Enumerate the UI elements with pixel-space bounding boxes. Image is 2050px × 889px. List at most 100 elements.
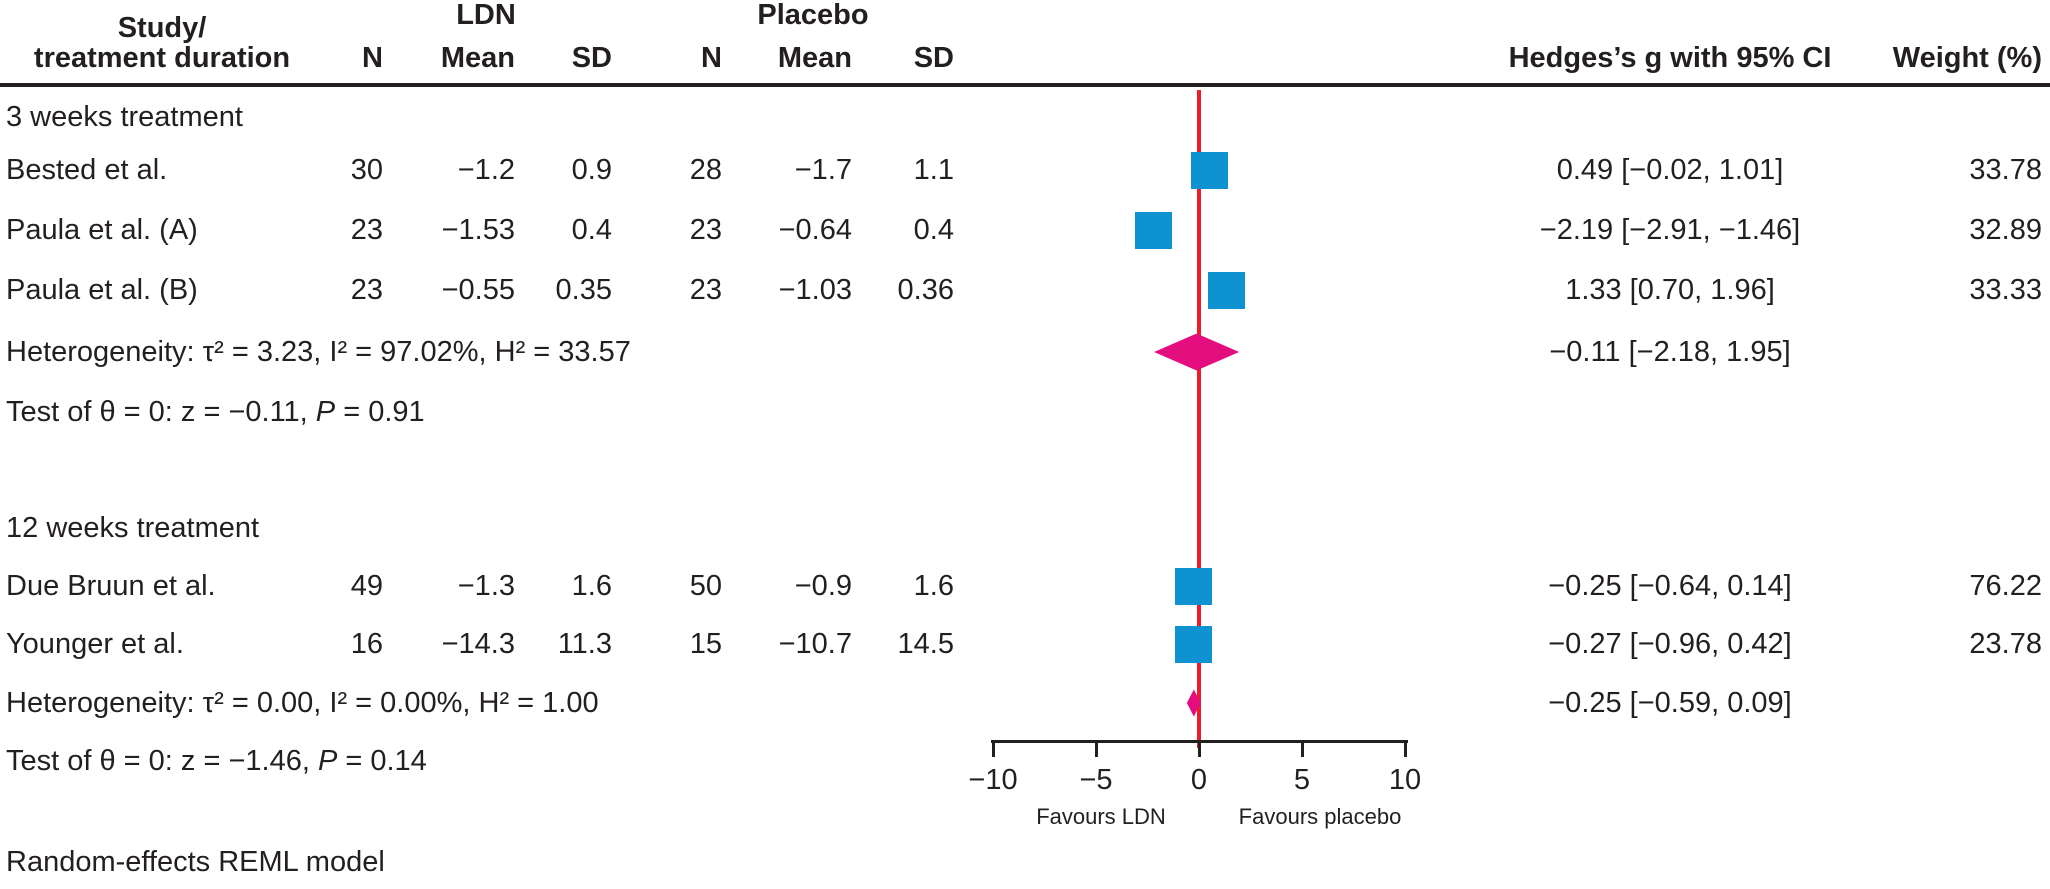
- ldn-mean: −0.55: [441, 274, 515, 306]
- heterogeneity-row: Heterogeneity: τ² = 3.23, I² = 97.02%, H…: [0, 332, 2050, 372]
- pooled-effect-ci: −0.11 [−2.18, 1.95]: [1549, 336, 1791, 368]
- weight-value: 33.33: [1969, 274, 2042, 306]
- group-header-placebo: Placebo: [757, 0, 869, 31]
- axis-tick: [1403, 741, 1407, 757]
- placebo-mean: −0.64: [778, 214, 852, 246]
- effect-size-ci: −0.27 [−0.96, 0.42]: [1548, 628, 1792, 660]
- pooled-effect-ci: −0.25 [−0.59, 0.09]: [1548, 687, 1792, 719]
- test-text-prefix: Test of θ = 0: z = −1.46,: [6, 745, 318, 777]
- table-row: Paula et al. (B) 23 −0.55 0.35 23 −1.03 …: [0, 270, 2050, 310]
- heterogeneity-row: Heterogeneity: τ² = 0.00, I² = 0.00%, H²…: [0, 683, 2050, 723]
- column-header-row: N Mean SD N Mean SD Hedges’s g with 95% …: [0, 38, 2050, 78]
- weight-value: 76.22: [1969, 570, 2042, 602]
- table-row: Younger et al. 16 −14.3 11.3 15 −10.7 14…: [0, 624, 2050, 664]
- effect-size-ci: −0.25 [−0.64, 0.14]: [1548, 570, 1792, 602]
- effect-size-ci: 1.33 [0.70, 1.96]: [1565, 274, 1775, 306]
- axis-tick: [991, 741, 995, 757]
- placebo-sd: 0.36: [897, 274, 954, 306]
- heterogeneity-stats: Heterogeneity: τ² = 3.23, I² = 97.02%, H…: [6, 336, 631, 368]
- placebo-sd: 14.5: [897, 628, 954, 660]
- placebo-mean: −0.9: [794, 570, 852, 602]
- model-note: Random-effects REML model: [6, 846, 385, 878]
- placebo-mean: −1.7: [794, 154, 852, 186]
- weight-value: 33.78: [1969, 154, 2042, 186]
- ldn-n: 49: [350, 570, 383, 602]
- study-label: Bested et al.: [6, 154, 168, 186]
- ldn-sd: 0.9: [571, 154, 612, 186]
- col-header-placebo-mean: Mean: [777, 42, 852, 74]
- placebo-n: 23: [689, 274, 722, 306]
- study-column-header: Study/ treatment duration: [6, 13, 318, 73]
- study-label: Paula et al. (A): [6, 214, 198, 246]
- table-row: Bested et al. 30 −1.2 0.9 28 −1.7 1.1 0.…: [0, 150, 2050, 190]
- ldn-n: 16: [350, 628, 383, 660]
- study-label: Younger et al.: [6, 628, 184, 660]
- p-symbol: P: [317, 745, 338, 777]
- test-row: Test of θ = 0: z = −0.11, P = 0.91: [0, 392, 2050, 432]
- col-header-ldn-n: N: [362, 42, 383, 74]
- test-text-suffix: = 0.91: [335, 396, 425, 428]
- placebo-sd: 1.6: [913, 570, 954, 602]
- axis-tick-label: 0: [1190, 764, 1208, 796]
- test-statistics: Test of θ = 0: z = −1.46, P = 0.14: [6, 741, 906, 781]
- weight-value: 23.78: [1969, 628, 2042, 660]
- placebo-mean: −1.03: [778, 274, 852, 306]
- col-header-effect: Hedges’s g with 95% CI: [1508, 42, 1832, 74]
- ldn-sd: 11.3: [557, 628, 612, 660]
- ldn-sd: 1.6: [571, 570, 612, 602]
- ldn-n: 30: [350, 154, 383, 186]
- col-header-ldn-sd: SD: [571, 42, 612, 74]
- table-row: Paula et al. (A) 23 −1.53 0.4 23 −0.64 0…: [0, 210, 2050, 250]
- effect-square: [1190, 151, 1228, 189]
- placebo-n: 15: [689, 628, 722, 660]
- ldn-mean: −1.53: [441, 214, 515, 246]
- placebo-mean: −10.7: [778, 628, 852, 660]
- subgroup-label: 3 weeks treatment: [6, 101, 243, 133]
- col-header-placebo-sd: SD: [913, 42, 954, 74]
- axis-tick: [1197, 741, 1201, 757]
- ldn-sd: 0.4: [571, 214, 612, 246]
- axis-tick: [1300, 741, 1304, 757]
- pooled-diamond: [1186, 689, 1201, 717]
- group-header-ldn: LDN: [456, 0, 516, 31]
- p-symbol: P: [315, 396, 336, 428]
- favours-left-label: Favours LDN: [1036, 804, 1166, 829]
- subgroup-header-row: 12 weeks treatment: [0, 508, 2050, 548]
- col-header-placebo-n: N: [701, 42, 722, 74]
- axis-tick-label: 10: [1388, 764, 1422, 796]
- test-row: Test of θ = 0: z = −1.46, P = 0.14: [0, 741, 2050, 781]
- subgroup-label: 12 weeks treatment: [6, 512, 260, 544]
- placebo-n: 23: [689, 214, 722, 246]
- test-statistics: Test of θ = 0: z = −0.11, P = 0.91: [6, 392, 906, 432]
- ldn-mean: −1.2: [457, 154, 515, 186]
- ldn-n: 23: [350, 274, 383, 306]
- subgroup-header-row: 3 weeks treatment: [0, 97, 2050, 137]
- footer-row: Random-effects REML model: [0, 842, 2050, 882]
- header-separator-line: [0, 83, 2050, 87]
- study-header-line2: treatment duration: [33, 42, 291, 74]
- axis-tick: [1094, 741, 1098, 757]
- favours-right-label: Favours placebo: [1238, 804, 1402, 829]
- effect-size-ci: −2.19 [−2.91, −1.46]: [1539, 214, 1801, 246]
- test-text-suffix: = 0.14: [337, 745, 427, 777]
- placebo-sd: 0.4: [913, 214, 954, 246]
- study-label: Paula et al. (B): [6, 274, 198, 306]
- weight-value: 32.89: [1969, 214, 2042, 246]
- table-row: Due Bruun et al. 49 −1.3 1.6 50 −0.9 1.6…: [0, 566, 2050, 606]
- effect-square: [1207, 271, 1245, 309]
- ldn-sd: 0.35: [555, 274, 612, 306]
- axis-tick-label: −5: [1079, 764, 1113, 796]
- placebo-sd: 1.1: [913, 154, 954, 186]
- effect-square: [1175, 567, 1213, 605]
- study-header-line1: Study/: [117, 12, 207, 44]
- ldn-mean: −1.3: [457, 570, 515, 602]
- axis-tick-label: −10: [968, 764, 1018, 796]
- zero-reference-line: [1197, 90, 1201, 748]
- heterogeneity-stats: Heterogeneity: τ² = 0.00, I² = 0.00%, H²…: [6, 687, 599, 719]
- ldn-n: 23: [350, 214, 383, 246]
- test-text-prefix: Test of θ = 0: z = −0.11,: [6, 396, 316, 428]
- placebo-n: 28: [689, 154, 722, 186]
- ldn-mean: −14.3: [441, 628, 515, 660]
- effect-square: [1135, 211, 1173, 249]
- effect-square: [1174, 625, 1212, 663]
